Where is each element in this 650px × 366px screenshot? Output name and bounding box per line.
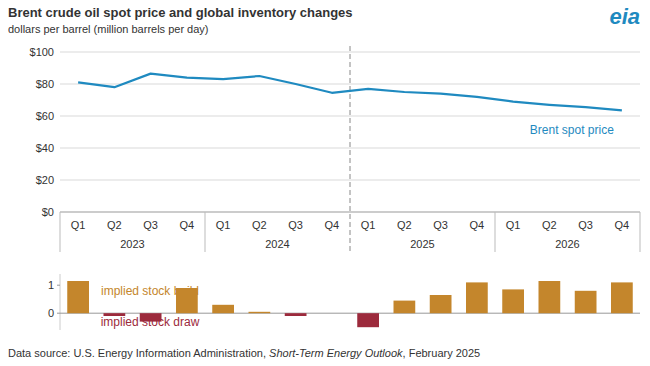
- x-tick-label: Q1: [506, 219, 521, 231]
- group-separator: [205, 212, 206, 252]
- x-tick-label: Q3: [288, 219, 303, 231]
- grid-line: [60, 180, 640, 181]
- x-tick-label: Q1: [71, 219, 86, 231]
- series-label: Brent spot price: [530, 123, 614, 137]
- x-tick-label: Q3: [143, 219, 158, 231]
- bar: [611, 282, 633, 313]
- grid-line: [60, 116, 640, 117]
- y-tick-label: $20: [36, 174, 54, 186]
- x-tick-label: Q2: [252, 219, 267, 231]
- bar: [394, 301, 416, 314]
- x-group-label: 2023: [120, 238, 144, 250]
- group-separator: [640, 212, 641, 252]
- y-tick-label: $40: [36, 142, 54, 154]
- group-separator: [495, 212, 496, 252]
- y-tick-label: $100: [30, 46, 54, 58]
- x-tick-label: Q4: [615, 219, 630, 231]
- bar: [502, 289, 524, 313]
- bar: [539, 281, 561, 313]
- y-tick-label: $80: [36, 78, 54, 90]
- x-tick-label: Q4: [180, 219, 195, 231]
- x-tick-label: Q1: [216, 219, 231, 231]
- x-tick-label: Q3: [578, 219, 593, 231]
- x-group-label: 2024: [265, 238, 289, 250]
- tick-mark: [57, 285, 60, 286]
- title: Brent crude oil spot price and global in…: [8, 5, 353, 20]
- source: Data source: U.S. Energy Information Adm…: [8, 347, 480, 359]
- source-part: , February 2025: [403, 347, 481, 359]
- x-group-label: 2026: [555, 238, 579, 250]
- bar: [249, 312, 271, 313]
- y-tick-label: $0: [42, 206, 54, 218]
- x-tick-label: Q3: [433, 219, 448, 231]
- subtitle: dollars per barrel (million barrels per …: [8, 23, 209, 35]
- bar: [212, 305, 234, 313]
- bar: [430, 295, 452, 313]
- y-tick-label: 1: [48, 279, 54, 291]
- bar: [285, 313, 307, 316]
- x-tick-label: Q2: [397, 219, 412, 231]
- forecast-divider: [350, 46, 351, 252]
- source-part: Data source: U.S. Energy Information Adm…: [8, 347, 269, 359]
- group-separator: [60, 212, 61, 252]
- y-tick-label: $60: [36, 110, 54, 122]
- tick-mark: [57, 313, 60, 314]
- bar: [466, 282, 488, 313]
- x-group-label: 2025: [410, 238, 434, 250]
- x-tick-label: Q2: [107, 219, 122, 231]
- grid-line: [60, 212, 640, 213]
- plot-area: [78, 74, 622, 111]
- annotation: implied stock draw: [101, 315, 200, 329]
- grid-line: [60, 52, 640, 53]
- bar: [575, 291, 597, 313]
- x-tick-label: Q4: [325, 219, 340, 231]
- x-tick-label: Q1: [361, 219, 376, 231]
- y-axis-line: [60, 274, 61, 330]
- logo: eia: [609, 4, 640, 29]
- x-tick-label: Q4: [470, 219, 485, 231]
- bar: [357, 313, 379, 327]
- bar: [321, 313, 343, 314]
- y-tick-label: 0: [48, 307, 54, 319]
- x-tick-label: Q2: [542, 219, 557, 231]
- bar: [67, 281, 89, 313]
- source-part: Short-Term Energy Outlook: [269, 347, 403, 359]
- grid-line: [60, 148, 640, 149]
- annotation: implied stock build: [101, 284, 199, 298]
- line-series: [78, 74, 622, 111]
- grid-line: [60, 84, 640, 85]
